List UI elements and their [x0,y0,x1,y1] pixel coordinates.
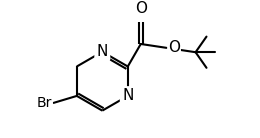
Text: N: N [122,88,133,103]
Text: Br: Br [37,96,52,110]
Text: O: O [168,40,180,55]
Text: N: N [97,44,108,59]
Text: O: O [135,1,147,16]
